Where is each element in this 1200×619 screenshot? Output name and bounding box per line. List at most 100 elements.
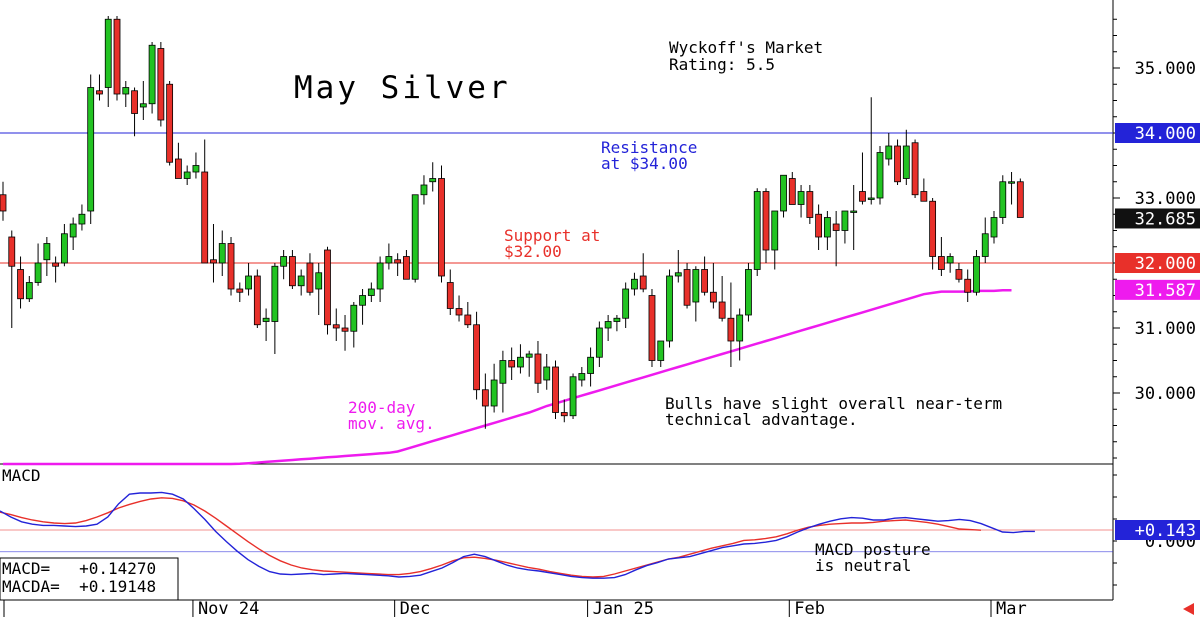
candle-body: [499, 360, 507, 384]
candle: [210, 224, 217, 283]
candlestick-layer: [0, 16, 1024, 429]
candle: [569, 373, 577, 419]
candle-body: [762, 191, 770, 251]
candle: [832, 211, 840, 267]
candle: [192, 152, 200, 179]
candle: [517, 344, 524, 374]
macd-tag-label: +0.143: [1135, 521, 1196, 541]
candle-body: [727, 317, 735, 342]
scroll-left-arrow-icon[interactable]: [1183, 603, 1194, 615]
candle: [52, 256, 60, 283]
candle-body: [560, 412, 568, 417]
candle-body: [876, 152, 884, 199]
candle: [745, 263, 752, 322]
candle: [446, 269, 454, 315]
candle-body: [753, 191, 761, 270]
candle: [166, 81, 174, 166]
price-tag-bg: [1115, 123, 1200, 143]
candle-body: [280, 256, 288, 267]
candle: [552, 360, 559, 419]
candle: [999, 175, 1007, 224]
candle: [87, 74, 95, 224]
candle: [429, 162, 437, 192]
candle: [911, 139, 919, 198]
candle: [376, 256, 384, 302]
candle-body: [780, 174, 787, 212]
candle-body: [622, 288, 630, 319]
candle-body: [52, 262, 60, 267]
candle: [859, 152, 866, 205]
candle-body: [96, 90, 103, 95]
candle: [148, 42, 156, 114]
candle: [841, 210, 849, 244]
price-tick-label: 31.000: [1135, 319, 1196, 339]
candle: [823, 211, 831, 250]
candle: [420, 175, 428, 205]
candle-body: [34, 262, 42, 283]
candle-body: [946, 256, 954, 264]
reference-lines: [0, 132, 1113, 264]
candle-body: [113, 18, 121, 95]
candle-body: [517, 356, 524, 368]
price-tag: 32.685: [1115, 208, 1200, 229]
candle: [438, 165, 445, 283]
candle-body: [701, 269, 708, 293]
candle: [289, 250, 296, 289]
candle: [674, 250, 682, 283]
note-line-2: technical advantage.: [665, 410, 858, 429]
date-label: Nov 24: [198, 599, 259, 619]
candle-body: [604, 321, 612, 329]
candle: [245, 263, 252, 296]
price-tick-label: 35.000: [1135, 59, 1196, 79]
candle-body: [324, 249, 331, 326]
candle-body: [552, 366, 559, 413]
candle: [411, 194, 419, 283]
candle: [218, 230, 226, 276]
candle: [271, 263, 279, 354]
candle-body: [131, 90, 138, 114]
support-label-2: $32.00: [504, 242, 562, 261]
candle: [920, 178, 928, 202]
candle-body: [587, 356, 594, 374]
candle: [8, 230, 16, 328]
candle: [122, 81, 130, 107]
candle-body: [859, 191, 866, 202]
candle-body: [841, 210, 849, 231]
candle: [78, 204, 86, 231]
candle-body: [367, 288, 375, 296]
candle: [946, 253, 954, 273]
price-tag-label: 32.685: [1135, 209, 1196, 229]
candle: [455, 295, 463, 322]
macd-line: [0, 491, 1035, 579]
candle: [464, 302, 472, 328]
candle: [657, 340, 665, 367]
candle: [815, 204, 823, 250]
candle-body: [78, 213, 86, 225]
candle-body: [183, 171, 191, 179]
candle-body: [973, 256, 980, 293]
candle-body: [236, 288, 244, 293]
candle-body: [218, 243, 226, 264]
candle: [473, 311, 480, 400]
candle: [587, 347, 594, 387]
candle-body: [297, 275, 305, 287]
candle-body: [508, 360, 516, 368]
candle-body: [0, 194, 7, 212]
candle-body: [306, 262, 314, 293]
price-tag-bg: [1115, 279, 1200, 300]
date-label: Feb: [794, 599, 825, 619]
candle: [394, 253, 402, 276]
candle: [139, 81, 147, 120]
candle: [227, 237, 235, 296]
candle-body: [271, 265, 279, 322]
candle-body: [850, 210, 858, 213]
candle: [25, 276, 33, 302]
candle: [902, 129, 910, 185]
candle: [692, 266, 700, 322]
candle: [1016, 178, 1024, 218]
candle: [174, 142, 182, 179]
price-tag: 31.587: [1115, 279, 1200, 301]
candle: [771, 210, 779, 270]
candle: [157, 42, 165, 127]
date-label: Jan 25: [593, 599, 654, 619]
